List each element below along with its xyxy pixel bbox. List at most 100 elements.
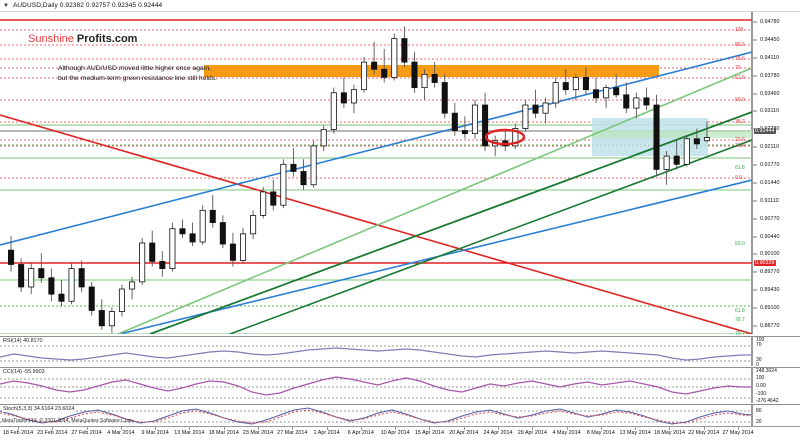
candle-body [401, 38, 408, 63]
date-tick [189, 427, 191, 430]
date-axis-label: 8 May 2014 [586, 430, 615, 436]
candle-body [471, 104, 478, 135]
date-tick [532, 427, 534, 430]
price-axis-label: 0.89100 [760, 305, 780, 312]
cci-line [0, 376, 751, 396]
candle-body [68, 268, 75, 302]
indicator-scale-label: 0 [756, 362, 759, 368]
date-axis-label: 4 Mar 2014 [107, 430, 135, 436]
rsi-line [0, 347, 751, 361]
fib-level-label: 100 [735, 27, 744, 33]
price-tick [753, 236, 757, 238]
chart-annotation-text: Although AUD/USD moved little higher onc… [58, 64, 217, 84]
date-tick [463, 427, 465, 430]
fib-level-label: 70.7 [735, 331, 745, 337]
price-axis-label: 0.91110 [760, 197, 779, 204]
candle-body [108, 311, 115, 327]
price-axis-label: 0.90440 [760, 233, 780, 240]
candle-body [552, 82, 559, 104]
candle-body [613, 87, 620, 96]
candle-body [683, 138, 690, 165]
candle-body [361, 61, 368, 91]
current-price-tag: 0.92444 [754, 128, 776, 134]
date-axis[interactable]: 18 Feb 2014 23 Feb 2014 27 Feb 2014 4 Mar 2… [0, 426, 800, 440]
fib-level-label: 78.6 [735, 56, 745, 62]
candle-body [199, 209, 206, 243]
price-tick [753, 57, 757, 59]
candle-body [391, 38, 398, 78]
date-tick [635, 427, 637, 430]
date-tick [498, 427, 499, 430]
brand-part-profits: Profits.com [73, 33, 138, 45]
indicator-scale-label: 80 [756, 408, 762, 414]
price-tick [753, 325, 757, 327]
price-axis-label: 0.94780 [760, 19, 780, 25]
date-axis-label: 23 Feb 2014 [37, 430, 68, 436]
candle-body [129, 281, 136, 290]
candle-body [603, 87, 610, 99]
candle-body [421, 73, 428, 89]
date-tick [52, 427, 54, 430]
green-lower-trendline [229, 139, 752, 334]
candle-body [260, 191, 267, 216]
candle-body [58, 293, 65, 302]
green-horizontal-lines [0, 124, 752, 334]
green-shade-zone [592, 130, 752, 138]
price-axis-label: 0.90100 [760, 251, 780, 258]
price-axis-label: 0.93460 [760, 90, 780, 97]
date-tick [326, 427, 328, 430]
annotation-line-1: Although AUD/USD moved little higher onc… [58, 65, 212, 72]
candlestick-series [8, 26, 710, 333]
price-axis-label: 0.89770 [760, 269, 780, 276]
fib-level-label: 88.6 [735, 42, 745, 48]
candle-body [270, 191, 277, 206]
candle-body [189, 233, 196, 243]
date-tick [18, 427, 19, 430]
fib-level-label: 70 [735, 65, 741, 71]
rsi-indicator-pane[interactable]: RSI(14) 40.8170 [0, 336, 752, 366]
indicator-scale-label: 100 [756, 337, 765, 343]
price-axis-label: 0.89430 [760, 287, 780, 294]
fib-level-label: 61.8 [735, 308, 745, 314]
price-axis-label: 0.91440 [760, 179, 780, 186]
date-axis-label: 15 Apr 2014 [414, 430, 444, 436]
rsi-canvas [0, 345, 751, 362]
date-tick [292, 427, 294, 430]
candle-body [8, 249, 15, 265]
cci-indicator-pane[interactable]: CCI(14) -55.9903 [0, 367, 752, 403]
date-axis-label: 24 Apr 2014 [483, 430, 513, 436]
stochastic-d-line [0, 409, 751, 424]
price-axis[interactable]: 0.94780 0.94450 0.94110 0.93780 0.93460 0.931… [752, 12, 800, 334]
chevron-down-icon[interactable]: ▼ [3, 2, 9, 9]
candle-body [18, 264, 25, 288]
date-tick [86, 427, 88, 430]
candle-body [703, 137, 710, 142]
fib-level-label: 50.0 [735, 97, 745, 103]
candle-body [512, 128, 519, 147]
price-tick [753, 21, 757, 23]
fib-level-label: 61.8 [735, 165, 745, 171]
price-tick [753, 110, 757, 112]
candle-body [381, 68, 388, 78]
price-tick [753, 39, 757, 41]
date-axis-label: 27 Feb 2014 [71, 430, 102, 436]
date-axis-label: 18 Mar 2014 [208, 430, 239, 436]
date-tick [429, 427, 431, 430]
date-axis-label: 1 Apr 2014 [313, 430, 340, 436]
fib-level-label: 21.4 [735, 143, 745, 149]
date-tick [669, 427, 671, 430]
price-chart-pane[interactable] [0, 12, 752, 334]
candle-body [623, 94, 630, 109]
candle-body [350, 89, 357, 104]
date-axis-label: 22 May 2014 [688, 430, 720, 436]
cci-canvas [0, 376, 751, 399]
stochastic-indicator-pane[interactable]: Stoch(5,3,3) 34.6164 23.6024 [0, 404, 752, 426]
brand-part-sunshine: Sunshine [28, 33, 74, 45]
price-tick [753, 307, 757, 309]
candle-body [673, 155, 680, 165]
price-tick [753, 164, 757, 166]
candle-body [179, 228, 186, 235]
price-axis-label: 0.94110 [760, 54, 780, 61]
fib-level-label: 50.0 [735, 241, 745, 247]
